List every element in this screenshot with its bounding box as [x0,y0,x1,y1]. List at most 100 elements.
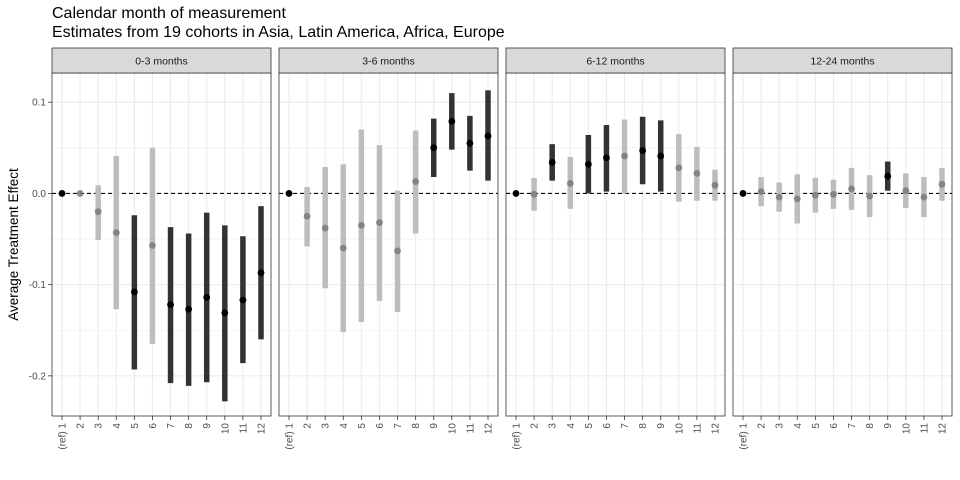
point-estimate [603,154,610,162]
point-estimate [902,187,910,195]
point-estimate [448,117,456,125]
y-tick-label: -0.2 [29,371,47,382]
x-tick-label: 2 [76,423,87,429]
x-tick-label: 2 [303,423,314,429]
x-tick-label: 6 [375,423,386,429]
x-tick-label: 8 [865,423,876,429]
point-estimate [848,185,855,193]
chart-subtitle: Estimates from 19 cohorts in Asia, Latin… [52,24,505,41]
x-tick-label: 11 [692,423,703,434]
x-tick-label: 12 [938,423,949,435]
panel-3-6-months: 3-6 months (ref) 1 2 3 4 5 6 7 8 9 10 11 12 [278,47,499,450]
x-tick-label: 9 [202,423,213,429]
point-estimate [239,296,247,304]
point-estimate [412,178,420,185]
facet-strip-label: 12-24 months [810,55,874,67]
point-estimate [185,305,193,313]
x-tick-label: 5 [584,423,595,429]
x-tick-label: 10 [901,423,912,435]
x-tick-label: 4 [793,423,804,429]
point-estimate [94,208,102,216]
point-estimate [466,139,474,147]
point-estimate [167,301,174,309]
point-estimate [221,309,229,317]
x-tick-label: 12 [484,423,495,435]
x-tick-label: (ref) 1 [58,423,69,450]
panel-background [733,73,952,416]
x-tick-label: 4 [339,423,350,429]
point-estimate [512,190,520,197]
x-tick-label: 3 [321,423,332,429]
point-estimate [584,160,592,168]
y-tick-label: -0.1 [29,280,47,291]
x-tick-label: 7 [620,423,631,429]
point-estimate [793,195,801,203]
facet-strip [51,47,272,74]
x-tick-label: 5 [811,423,822,429]
x-tick-label: 9 [429,423,440,429]
panel-background [506,73,725,416]
x-tick-label: 11 [919,423,930,434]
point-estimate [257,269,265,277]
x-tick-label: 11 [238,423,249,434]
panel-0-3-months: 0-3 months (ref) 1 2 3 4 5 6 7 8 9 10 11 12 [51,47,272,450]
point-estimate [149,242,156,249]
facet-strip [278,47,499,74]
point-estimate [775,193,783,201]
x-tick-label: 7 [847,423,858,429]
x-tick-label: 5 [130,423,141,429]
point-estimate [884,172,892,180]
x-tick-label: 6 [829,423,840,429]
x-tick-label: 10 [674,423,685,435]
point-estimate [430,144,438,152]
point-estimate [203,294,211,301]
x-tick-label: 4 [112,423,123,429]
chart-titles: Calendar month of measurement Estimates … [52,4,505,42]
point-estimate [830,190,837,198]
x-tick-label: 3 [548,423,559,429]
panel-background [279,73,498,416]
point-estimate [285,190,293,197]
x-tick-label: (ref) 1 [739,423,750,450]
x-tick-label: 2 [757,423,768,429]
point-estimate [112,229,120,237]
point-estimate [484,132,492,140]
panel-6-12-months: 6-12 months (ref) 1 2 3 4 5 6 7 8 9 10 11 12 [505,47,726,450]
point-estimate [938,180,946,188]
x-tick-label: (ref) 1 [512,423,523,450]
facet-strip-label: 3-6 months [362,55,415,67]
point-estimate [321,224,329,232]
point-estimate [811,191,819,199]
x-tick-label: 9 [883,423,894,429]
x-tick-label: 9 [656,423,667,429]
facet-strip [732,47,953,74]
x-tick-label: 10 [220,423,231,435]
x-tick-label: 7 [393,423,404,429]
point-estimate [376,219,383,227]
x-tick-label: 4 [566,423,577,429]
point-estimate [920,193,928,201]
x-tick-label: 3 [775,423,786,429]
facet-strip-label: 6-12 months [586,55,644,67]
facet-strip [505,47,726,74]
panel-background [52,73,271,416]
panel-12-24-months: 12-24 months (ref) 1 2 3 4 5 6 7 8 9 10 11 12 [732,47,953,450]
point-estimate [711,181,719,189]
point-estimate [566,179,574,187]
x-tick-label: 8 [184,423,195,429]
point-estimate [76,190,84,197]
point-estimate [394,247,401,255]
y-axis-title: Average Treatment Effect [6,168,21,321]
x-tick-label: 8 [411,423,422,429]
point-estimate [693,169,701,177]
chart-title: Calendar month of measurement [52,5,286,22]
point-estimate [357,221,365,229]
x-tick-label: 6 [602,423,613,429]
x-tick-label: (ref) 1 [285,423,296,450]
point-estimate [303,212,311,220]
point-estimate [675,164,683,172]
x-tick-label: 2 [530,423,541,429]
y-tick-label: 0.0 [32,189,46,200]
point-estimate [739,190,747,197]
